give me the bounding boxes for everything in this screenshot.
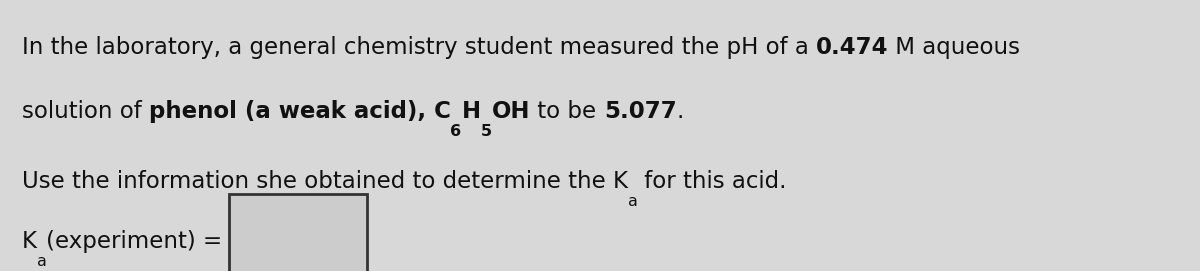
Text: K: K — [22, 230, 36, 253]
Text: OH: OH — [492, 100, 530, 123]
Bar — [228, 194, 367, 271]
Text: 5: 5 — [481, 124, 492, 138]
Text: for this acid.: for this acid. — [637, 170, 787, 193]
Text: a: a — [628, 194, 637, 209]
Text: a: a — [37, 254, 47, 269]
Text: 0.474: 0.474 — [816, 36, 888, 59]
Text: 5.077: 5.077 — [604, 100, 677, 123]
Text: M aqueous: M aqueous — [888, 36, 1020, 59]
Text: to be: to be — [530, 100, 604, 123]
Text: (experiment) =: (experiment) = — [47, 230, 223, 253]
Text: phenol (a weak acid), C: phenol (a weak acid), C — [149, 100, 450, 123]
Text: 6: 6 — [450, 124, 462, 138]
Text: H: H — [462, 100, 481, 123]
Text: Use the information she obtained to determine the K: Use the information she obtained to dete… — [22, 170, 628, 193]
Text: In the laboratory, a general chemistry student measured the pH of a: In the laboratory, a general chemistry s… — [22, 36, 816, 59]
Text: .: . — [677, 100, 684, 123]
Text: solution of: solution of — [22, 100, 149, 123]
